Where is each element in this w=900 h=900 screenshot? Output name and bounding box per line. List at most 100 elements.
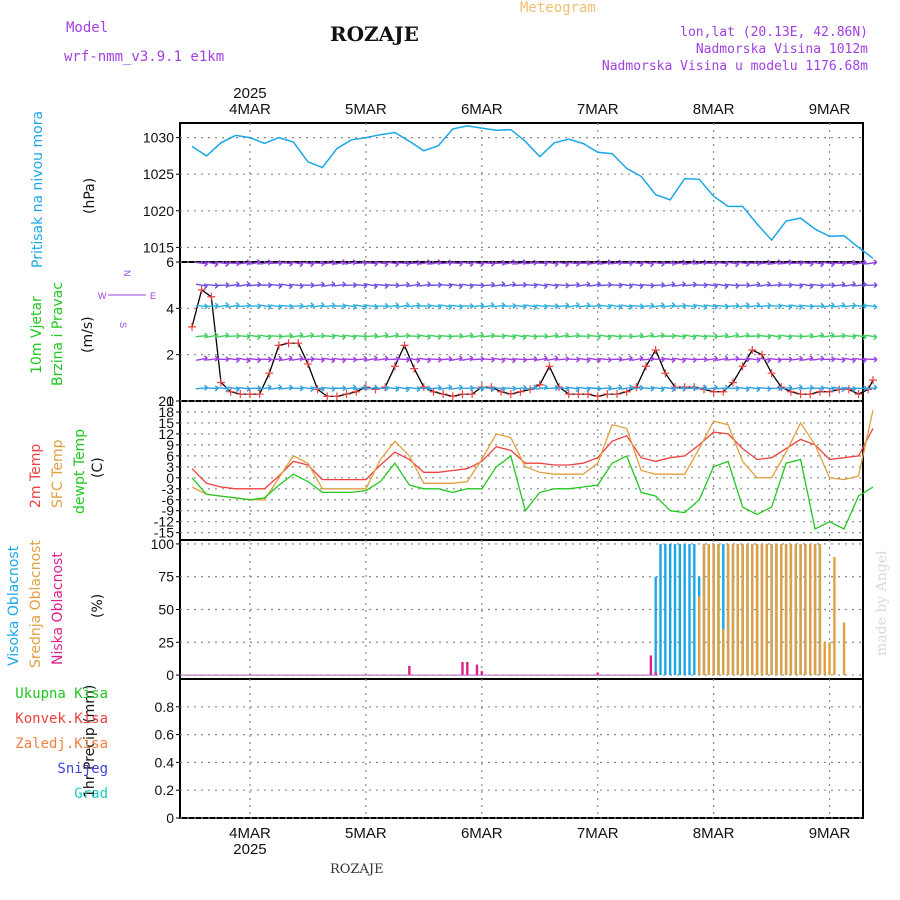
wind-speed-marker [332,392,341,401]
top-date-label: 8MAR [693,101,735,118]
wind-arrow [673,259,687,266]
wind-arrow [801,384,814,391]
mid-cloud-bar [741,543,744,676]
mid-cloud-bar [765,543,768,676]
precip-legend-hail: Grad [74,786,108,802]
y-tick-label: 4 [166,300,174,316]
wind-arrow [705,303,718,311]
wind-arrow [270,384,283,391]
wind-arrow [631,355,644,362]
wind-arrow [610,303,623,311]
wind-arrow [737,356,751,363]
wind-arrow [546,260,559,268]
wind-arrow [769,281,782,288]
wind-arrow [812,261,825,268]
wind-arrow [705,333,719,340]
wind-arrow [620,355,633,362]
wind-speed-marker [767,369,776,378]
wind-arrow [482,281,495,288]
wind-arrow [684,303,697,310]
wind-arrow [812,355,825,362]
wind-arrow [302,302,315,309]
wind-arrow [344,356,357,363]
wind-arrow [525,355,538,363]
mid-cloud-bar [813,543,817,676]
wind-arrow [631,303,644,310]
wind-speed-marker [236,390,245,399]
wind-arrow [790,355,804,362]
wind-arrow [589,281,601,288]
wind-arrow [748,356,761,364]
wind-arrow [471,355,485,362]
low-cloud-bar [649,655,653,676]
wind-arrow [418,333,431,341]
y-tick-label: 6 [166,254,174,270]
wind-arrow [397,301,410,309]
wind-speed-marker [651,346,660,355]
y-tick-label: 9 [166,437,174,453]
wind-arrow [578,357,591,364]
wind-arrow [418,303,432,310]
wind-arrow [535,355,548,362]
precip-legend-total: Ukupna Kisa [15,686,108,702]
wind-arrow [440,355,453,362]
wind-arrow [291,302,304,309]
mid-cloud-bar [799,543,802,676]
wind-arrow [323,259,336,266]
wind-arrow [408,386,421,393]
wind-arrow [822,282,836,289]
wind-arrow [450,283,463,290]
wind-arrow [652,302,665,309]
wind-arrow [780,384,793,391]
wind-arrow [822,302,835,309]
wind-arrow [514,384,527,391]
wind-arrow [440,304,453,311]
wind-arrow [376,332,389,339]
wind-arrow [376,282,389,290]
wind-arrow [344,259,357,266]
wind-arrow [429,384,442,391]
wind-arrow [843,259,857,266]
wind-arrow [461,385,474,392]
y-tick-label: 0 [166,810,174,826]
top-date-label: 9MAR [809,101,851,118]
wind-arrow [737,302,750,309]
y-tick-label: -15 [154,525,174,541]
mid-cloud-bar [726,543,730,676]
mid-cloud-bar [804,543,807,676]
wind-arrow [514,281,527,288]
wind-arrow [684,356,697,364]
low-cloud-bar [466,661,469,676]
wind-arrow [333,385,347,392]
wind-arrow [844,281,856,288]
cloud-label-low: Niska Oblacnost [50,552,66,665]
wind-arrow [429,281,442,288]
wind-arrow [716,283,729,290]
wind-speed-marker [613,390,622,399]
wind-arrow [546,355,559,362]
mid-cloud-bar [712,543,715,676]
panel-precip [176,678,864,819]
wind-arrow [312,301,325,309]
wind-speed-marker [245,390,254,399]
wind-arrow [429,356,442,363]
wind-arrow [386,282,400,289]
wind-arrow [599,356,612,363]
mid-cloud-bar [809,543,812,676]
wind-speed-marker [748,346,757,355]
wind-arrow [280,283,293,290]
wind-arrow [854,259,867,266]
wind-arrow [599,259,612,266]
wind-arrow [418,281,432,288]
wind-arrow [206,261,219,268]
wind-speed-marker [815,387,824,396]
wind-arrow [780,303,793,310]
wind-arrow [365,283,378,290]
wind-arrow [748,386,761,393]
wind-arrow [588,385,602,392]
high-cloud-bar [683,543,686,676]
panel-frame [179,400,864,541]
wind-arrow [355,355,368,362]
wind-arrow [844,357,856,364]
mid-cloud-bar [722,629,725,676]
